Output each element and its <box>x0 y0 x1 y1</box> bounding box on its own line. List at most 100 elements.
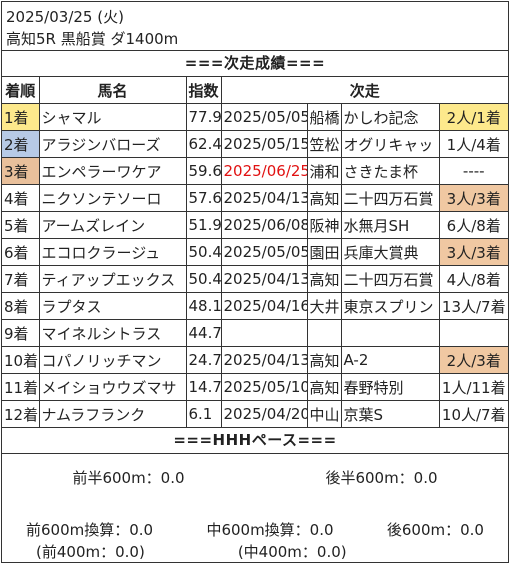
index-cell: 51.9 <box>185 211 222 239</box>
next-result-cell: ---- <box>438 157 509 185</box>
next-race-cell <box>340 319 440 347</box>
next-race-cell: 兵庫大賞典 <box>340 238 440 266</box>
next-venue-cell: 船橋 <box>306 103 342 131</box>
next-result-cell: 10人/7着 <box>438 400 509 428</box>
race-header: 2025/03/25 (火) 高知5R 黒船賞 ダ1400m <box>2 2 508 50</box>
index-cell: 14.7 <box>185 373 222 401</box>
table-row: 10着 コパノリッチマン 24.7 2025/04/13 高知 A-2 2人/3着 <box>2 346 509 374</box>
next-date-cell: 2025/05/05 <box>220 238 308 266</box>
next-result-cell: 2人/1着 <box>438 103 509 131</box>
rank-cell: 3着 <box>2 157 40 185</box>
rank-cell: 6着 <box>2 238 40 266</box>
next-race-cell: 京葉S <box>340 400 440 428</box>
table-row: 1着 シャマル 77.9 2025/05/05 船橋 かしわ記念 2人/1着 <box>2 103 509 131</box>
next-venue-cell: 高知 <box>306 373 342 401</box>
next-venue-cell: 高知 <box>306 265 342 293</box>
pace-first-half: 前半600m：0.0 <box>72 468 185 487</box>
next-race-cell: オグリキャッ <box>340 130 440 158</box>
rank-cell: 2着 <box>2 130 40 158</box>
col-rank-header: 着順 <box>2 77 40 104</box>
next-venue-cell: 浦和 <box>306 157 342 185</box>
next-race-cell: 春野特別 <box>340 373 440 401</box>
next-date-cell: 2025/05/15 <box>220 130 308 158</box>
next-date-cell: 2025/04/16 <box>220 292 308 320</box>
next-date-cell: 2025/05/05 <box>220 103 308 131</box>
next-venue-cell: 園田 <box>306 238 342 266</box>
next-date-cell: 2025/06/25 <box>220 157 308 185</box>
pace-front400: (前400m：0.0) <box>36 542 145 561</box>
next-date-cell: 2025/04/20 <box>220 400 308 428</box>
next-date-cell <box>220 319 308 347</box>
next-result-cell: 3人/3着 <box>438 238 509 266</box>
col-index-header: 指数 <box>185 77 222 104</box>
index-cell: 57.6 <box>185 184 222 212</box>
rank-cell: 4着 <box>2 184 40 212</box>
race-date: 2025/03/25 (火) <box>6 8 124 26</box>
index-cell: 48.1 <box>185 292 222 320</box>
pace-panel: 前半600m：0.0 後半600m：0.0 前600m換算：0.0 中600m換… <box>2 458 508 562</box>
horse-name-cell: エコロクラージュ <box>38 238 187 266</box>
horse-name-cell: メイショウウズマサ <box>38 373 187 401</box>
table-row: 7着 ティアップエックス 50.4 2025/04/13 高知 二十四万石賞 4人/8着 <box>2 265 509 293</box>
rank-cell: 7着 <box>2 265 40 293</box>
next-race-cell: 東京スプリン <box>340 292 440 320</box>
horse-name-cell: ナムラフランク <box>38 400 187 428</box>
next-race-cell: 二十四万石賞 <box>340 265 440 293</box>
rank-cell: 12着 <box>2 400 40 428</box>
next-race-cell: かしわ記念 <box>340 103 440 131</box>
next-venue-cell: 高知 <box>306 346 342 374</box>
next-venue-cell: 高知 <box>306 184 342 212</box>
pace-second-half: 後半600m：0.0 <box>325 468 438 487</box>
race-title: 高知5R 黒船賞 ダ1400m <box>6 30 179 48</box>
pace-mid400: (中400m：0.0) <box>237 542 347 561</box>
index-cell: 77.9 <box>185 103 222 131</box>
next-venue-cell <box>306 319 342 347</box>
next-date-cell: 2025/04/13 <box>220 346 308 374</box>
next-date-cell: 2025/04/13 <box>220 265 308 293</box>
next-result-cell: 4人/8着 <box>438 265 509 293</box>
pace-back600: 後600m：0.0 <box>386 520 484 539</box>
horse-name-cell: ニクソンテソーロ <box>38 184 187 212</box>
table-row: 12着 ナムラフランク 6.1 2025/04/20 中山 京葉S 10人/7着 <box>2 400 509 428</box>
next-result-cell: 1人/4着 <box>438 130 509 158</box>
table-header-row: 着順 馬名 指数 次走 <box>2 77 509 104</box>
horse-name-cell: マイネルシトラス <box>38 319 187 347</box>
col-next-header: 次走 <box>220 77 509 104</box>
col-horse-header: 馬名 <box>38 77 187 104</box>
horse-name-cell: ラプタス <box>38 292 187 320</box>
table-row: 11着 メイショウウズマサ 14.7 2025/05/10 高知 春野特別 1人/11着 <box>2 373 509 401</box>
next-venue-cell: 中山 <box>306 400 342 428</box>
table-row: 8着 ラプタス 48.1 2025/04/16 大井 東京スプリン 13人/7着 <box>2 292 509 320</box>
index-cell: 59.6 <box>185 157 222 185</box>
horse-name-cell: アームズレイン <box>38 211 187 239</box>
next-date-cell: 2025/04/13 <box>220 184 308 212</box>
next-result-cell: 2人/3着 <box>438 346 509 374</box>
next-race-cell: さきたま杯 <box>340 157 440 185</box>
table-row: 9着 マイネルシトラス 44.7 <box>2 319 509 347</box>
horse-name-cell: シャマル <box>38 103 187 131</box>
table-row: 6着 エコロクラージュ 50.4 2025/05/05 園田 兵庫大賞典 3人/3着 <box>2 238 509 266</box>
index-cell: 24.7 <box>185 346 222 374</box>
next-result-cell: 13人/7着 <box>438 292 509 320</box>
next-race-cell: A-2 <box>340 346 440 374</box>
index-cell: 62.4 <box>185 130 222 158</box>
rank-cell: 9着 <box>2 319 40 347</box>
horse-name-cell: コパノリッチマン <box>38 346 187 374</box>
next-result-cell: 6人/8着 <box>438 211 509 239</box>
results-section-title: ===次走成績=== <box>2 50 508 77</box>
pace-mid600: 中600m換算：0.0 <box>206 520 334 539</box>
next-race-cell: 二十四万石賞 <box>340 184 440 212</box>
index-cell: 6.1 <box>185 400 222 428</box>
next-venue-cell: 阪神 <box>306 211 342 239</box>
table-row: 4着 ニクソンテソーロ 57.6 2025/04/13 高知 二十四万石賞 3人/3着 <box>2 184 509 212</box>
rank-cell: 11着 <box>2 373 40 401</box>
rank-cell: 1着 <box>2 103 40 131</box>
index-cell: 44.7 <box>185 319 222 347</box>
results-table: 着順 馬名 指数 次走 1着 シャマル 77.9 2025/05/05 船橋 かしわ記念 2… <box>2 77 509 428</box>
table-row: 3着 エンペラーワケア 59.6 2025/06/25 浦和 さきたま杯 ---- <box>2 157 509 185</box>
index-cell: 50.4 <box>185 265 222 293</box>
next-result-cell <box>438 319 509 347</box>
next-date-cell: 2025/05/10 <box>220 373 308 401</box>
next-venue-cell: 笠松 <box>306 130 342 158</box>
next-result-cell: 1人/11着 <box>438 373 509 401</box>
